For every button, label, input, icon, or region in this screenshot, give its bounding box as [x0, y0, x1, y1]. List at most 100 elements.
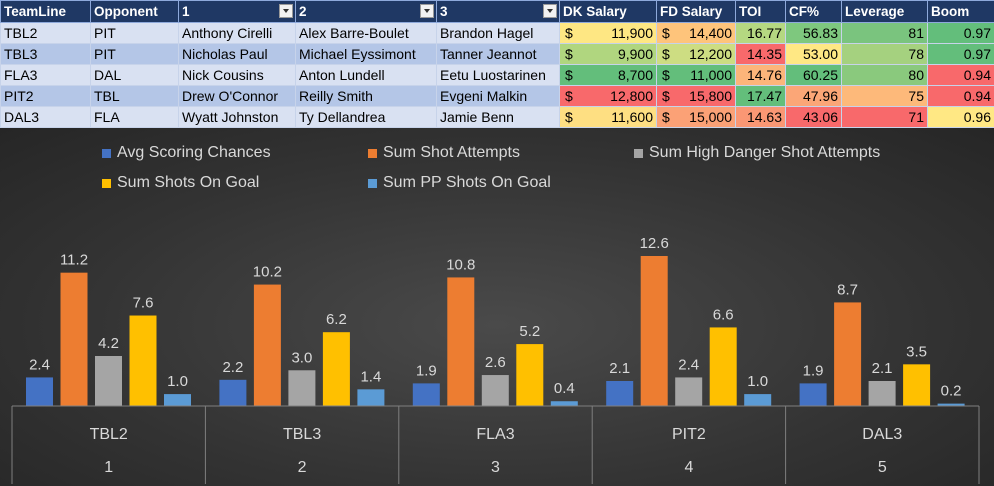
col-header-opponent[interactable]: Opponent: [90, 0, 179, 23]
cell-dk-salary[interactable]: $9,900: [559, 43, 657, 65]
table-row[interactable]: DAL3 FLA Wyatt Johnston Ty Dellandrea Jamie …: [0, 106, 994, 128]
cell-fd-salary[interactable]: $11,000: [656, 64, 736, 86]
cell-leverage[interactable]: 78: [841, 43, 928, 65]
bar[interactable]: [606, 381, 634, 406]
cell-cf-pct[interactable]: 43.06: [785, 106, 842, 128]
table-row[interactable]: TBL2 PIT Anthony Cirelli Alex Barre-Boulet B…: [0, 22, 994, 44]
cell-fd-salary[interactable]: $12,200: [656, 43, 736, 65]
cell-player-1[interactable]: Anthony Cirelli: [178, 22, 296, 44]
cell-toi[interactable]: 16.77: [735, 22, 786, 44]
cell-boom[interactable]: 0.96: [927, 106, 994, 128]
cell-player-1[interactable]: Nicholas Paul: [178, 43, 296, 65]
cell-player-2[interactable]: Michael Eyssimont: [295, 43, 437, 65]
cell-player-1[interactable]: Drew O'Connor: [178, 85, 296, 107]
cell-player-2[interactable]: Anton Lundell: [295, 64, 437, 86]
cell-dk-salary[interactable]: $8,700: [559, 64, 657, 86]
filter-dropdown-icon[interactable]: [279, 4, 293, 18]
col-header-leverage[interactable]: Leverage: [841, 0, 928, 23]
cell-opponent[interactable]: DAL: [90, 64, 179, 86]
cell-opponent[interactable]: TBL: [90, 85, 179, 107]
table-row[interactable]: PIT2 TBL Drew O'Connor Reilly Smith Evgeni M…: [0, 85, 994, 107]
stats-bar-chart[interactable]: Avg Scoring Chances Sum Shot Attempts Sum …: [0, 128, 994, 486]
cell-fd-salary[interactable]: $14,400: [656, 22, 736, 44]
bar[interactable]: [516, 344, 544, 406]
cell-dk-salary[interactable]: $11,900: [559, 22, 657, 44]
cell-fd-salary[interactable]: $15,000: [656, 106, 736, 128]
table-row[interactable]: FLA3 DAL Nick Cousins Anton Lundell Eetu Luo…: [0, 64, 994, 86]
cell-player-2[interactable]: Ty Dellandrea: [295, 106, 437, 128]
cell-dk-salary[interactable]: $12,800: [559, 85, 657, 107]
bar[interactable]: [550, 401, 578, 406]
col-header-player-2[interactable]: 2: [295, 0, 437, 23]
bar[interactable]: [447, 277, 475, 406]
legend-item[interactable]: Sum PP Shots On Goal: [368, 174, 551, 192]
filter-dropdown-icon[interactable]: [420, 4, 434, 18]
legend-item[interactable]: Sum Shots On Goal: [102, 174, 259, 192]
cell-player-3[interactable]: Evgeni Malkin: [436, 85, 560, 107]
cell-player-3[interactable]: Jamie Benn: [436, 106, 560, 128]
cell-toi[interactable]: 17.47: [735, 85, 786, 107]
bar[interactable]: [937, 403, 965, 406]
col-header-boom[interactable]: Boom: [927, 0, 994, 23]
bar[interactable]: [834, 302, 862, 406]
legend-item[interactable]: Sum High Danger Shot Attempts: [634, 144, 880, 162]
bar[interactable]: [129, 315, 157, 406]
bar[interactable]: [799, 383, 827, 406]
cell-fd-salary[interactable]: $15,800: [656, 85, 736, 107]
cell-player-3[interactable]: Brandon Hagel: [436, 22, 560, 44]
bar[interactable]: [868, 381, 896, 406]
cell-boom[interactable]: 0.97: [927, 43, 994, 65]
cell-player-1[interactable]: Nick Cousins: [178, 64, 296, 86]
legend-item[interactable]: Sum Shot Attempts: [368, 144, 520, 162]
cell-player-3[interactable]: Tanner Jeannot: [436, 43, 560, 65]
cell-boom[interactable]: 0.94: [927, 85, 994, 107]
bar[interactable]: [744, 394, 772, 406]
cell-cf-pct[interactable]: 60.25: [785, 64, 842, 86]
col-header-player-1[interactable]: 1: [178, 0, 296, 23]
cell-toi[interactable]: 14.35: [735, 43, 786, 65]
cell-teamline[interactable]: DAL3: [0, 106, 91, 128]
cell-cf-pct[interactable]: 56.83: [785, 22, 842, 44]
col-header-player-3[interactable]: 3: [436, 0, 560, 23]
bar[interactable]: [253, 284, 281, 406]
bar[interactable]: [322, 332, 350, 406]
cell-boom[interactable]: 0.94: [927, 64, 994, 86]
cell-teamline[interactable]: TBL2: [0, 22, 91, 44]
cell-player-1[interactable]: Wyatt Johnston: [178, 106, 296, 128]
cell-cf-pct[interactable]: 53.00: [785, 43, 842, 65]
cell-toi[interactable]: 14.63: [735, 106, 786, 128]
bar[interactable]: [60, 272, 88, 406]
cell-player-3[interactable]: Eetu Luostarinen: [436, 64, 560, 86]
bar[interactable]: [164, 394, 191, 406]
cell-cf-pct[interactable]: 47.96: [785, 85, 842, 107]
bar[interactable]: [903, 364, 931, 406]
cell-player-2[interactable]: Alex Barre-Boulet: [295, 22, 437, 44]
cell-player-2[interactable]: Reilly Smith: [295, 85, 437, 107]
cell-toi[interactable]: 14.76: [735, 64, 786, 86]
cell-opponent[interactable]: FLA: [90, 106, 179, 128]
legend-item[interactable]: Avg Scoring Chances: [102, 144, 271, 162]
cell-dk-salary[interactable]: $11,600: [559, 106, 657, 128]
bar[interactable]: [288, 370, 316, 406]
col-header-teamline[interactable]: TeamLine: [0, 0, 91, 23]
bar[interactable]: [675, 377, 703, 406]
bar[interactable]: [412, 383, 440, 406]
bar[interactable]: [481, 375, 509, 406]
cell-leverage[interactable]: 80: [841, 64, 928, 86]
cell-leverage[interactable]: 71: [841, 106, 928, 128]
bar[interactable]: [219, 379, 247, 406]
cell-teamline[interactable]: PIT2: [0, 85, 91, 107]
bar[interactable]: [95, 356, 122, 406]
cell-leverage[interactable]: 81: [841, 22, 928, 44]
cell-boom[interactable]: 0.97: [927, 22, 994, 44]
col-header-cf-pct[interactable]: CF%: [785, 0, 842, 23]
cell-opponent[interactable]: PIT: [90, 22, 179, 44]
cell-teamline[interactable]: TBL3: [0, 43, 91, 65]
cell-teamline[interactable]: FLA3: [0, 64, 91, 86]
col-header-dk-salary[interactable]: DK Salary: [559, 0, 657, 23]
filter-dropdown-icon[interactable]: [543, 4, 557, 18]
bar[interactable]: [709, 327, 737, 406]
table-row[interactable]: TBL3 PIT Nicholas Paul Michael Eyssimont Tan…: [0, 43, 994, 65]
cell-leverage[interactable]: 75: [841, 85, 928, 107]
bar[interactable]: [640, 256, 668, 406]
